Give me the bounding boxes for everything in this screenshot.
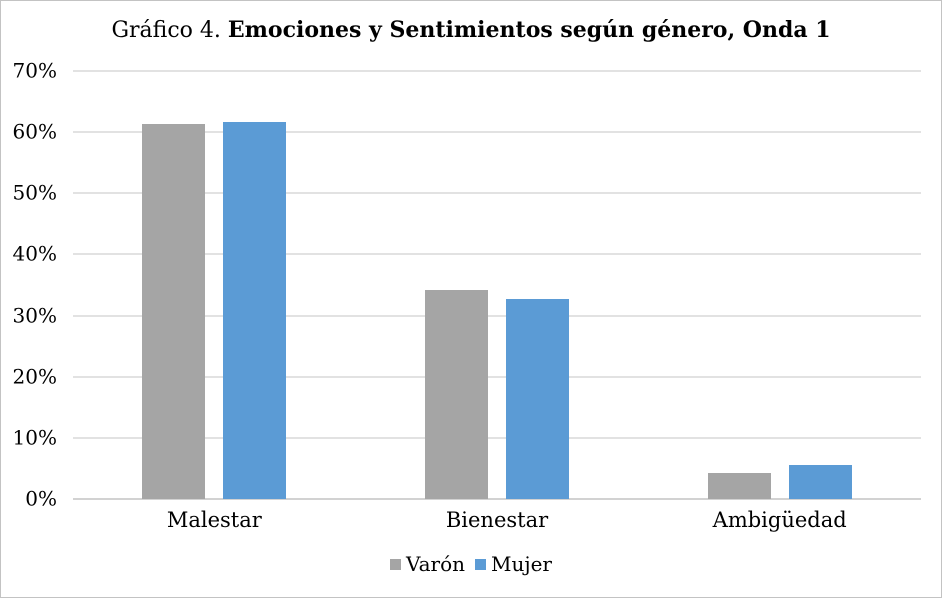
plot-area: [73, 70, 921, 500]
y-axis-tick-label: 30%: [12, 303, 57, 328]
chart-title-main: Emociones y Sentimientos según género, O…: [227, 17, 831, 43]
legend-label-varon: Varón: [406, 552, 466, 576]
bar-mujer-malestar: [223, 121, 287, 499]
gridline-0: [73, 498, 921, 500]
x-axis-label-malestar: Malestar: [166, 508, 262, 532]
x-axis-label-bienestar: Bienestar: [445, 508, 549, 532]
legend-swatch-mujer: [475, 558, 487, 570]
gridline-10: [73, 436, 921, 439]
legend: Varón Mujer: [1, 552, 941, 576]
y-axis: 0% 10% 20% 30% 40% 50% 60% 70%: [1, 59, 63, 511]
y-axis-tick-label: 0%: [25, 486, 57, 511]
gridline-40: [73, 253, 921, 256]
legend-item-varon: Varón: [390, 552, 465, 576]
y-axis-tick-label: 50%: [12, 180, 57, 205]
gridline-30: [73, 314, 921, 317]
bar-group-malestar: [73, 71, 356, 499]
gridline-60: [73, 131, 921, 134]
bar-varon-bienestar: [424, 289, 488, 499]
bar-varon-malestar: [142, 123, 206, 499]
y-axis-tick-label: 20%: [12, 364, 57, 389]
bar-varon-ambiguedad: [707, 472, 771, 499]
x-axis-labels: Malestar Bienestar Ambigüedad: [73, 507, 921, 533]
gridline-70: [73, 70, 921, 72]
gridline-50: [73, 192, 921, 195]
legend-label-mujer: Mujer: [491, 552, 552, 576]
chart-title-prefix: Gráfico 4.: [111, 18, 221, 43]
chart-title: Gráfico 4. Emociones y Sentimientos según…: [1, 15, 941, 46]
bar-mujer-ambiguedad: [788, 464, 852, 499]
gridline-20: [73, 375, 921, 378]
bar-mujer-bienestar: [505, 299, 569, 499]
legend-swatch-varon: [390, 558, 401, 570]
bar-group-bienestar: [356, 71, 639, 499]
bar-group-ambiguedad: [638, 71, 921, 499]
y-axis-tick-label: 60%: [12, 119, 57, 144]
y-axis-tick-label: 40%: [12, 241, 57, 266]
y-axis-tick-label: 10%: [12, 425, 57, 450]
x-axis-label-ambiguedad: Ambigüedad: [712, 508, 847, 532]
y-axis-tick-label: 70%: [12, 58, 57, 83]
legend-item-mujer: Mujer: [475, 552, 552, 576]
